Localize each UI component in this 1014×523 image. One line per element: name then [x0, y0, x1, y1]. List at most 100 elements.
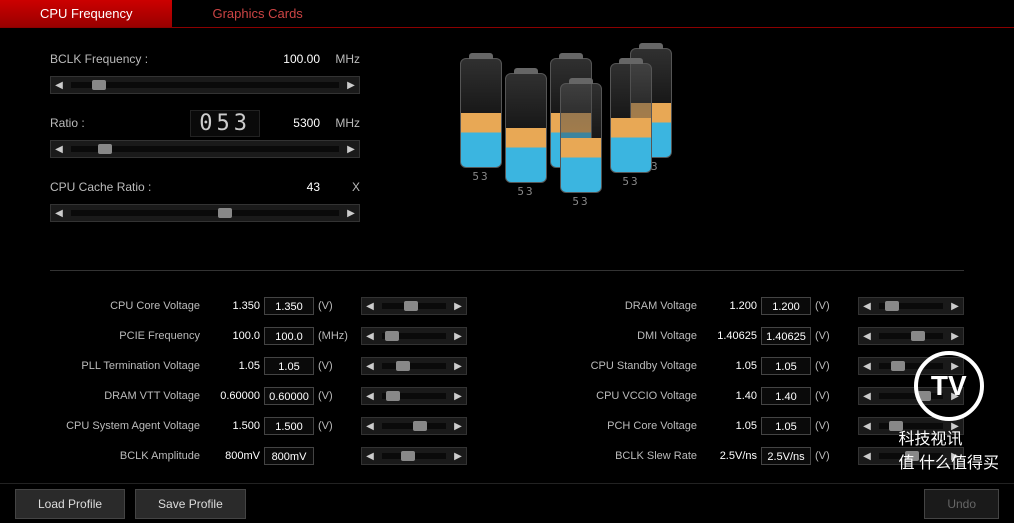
- voltage-value-input[interactable]: 1.05: [761, 357, 811, 375]
- footer-bar: Load Profile Save Profile Undo: [0, 483, 1014, 523]
- cpu-core-label: 53: [622, 175, 639, 188]
- arrow-left-icon[interactable]: ◀: [362, 418, 378, 434]
- arrow-left-icon[interactable]: ◀: [362, 358, 378, 374]
- voltage-value-current: 1.05: [707, 420, 757, 432]
- voltage-value-input[interactable]: 1.05: [761, 417, 811, 435]
- voltage-label: PCH Core Voltage: [547, 420, 707, 432]
- ratio-display: 053: [190, 110, 260, 137]
- arrow-left-icon[interactable]: ◀: [51, 205, 67, 221]
- voltage-slider[interactable]: ◀▶: [858, 387, 964, 405]
- tab-graphics-cards[interactable]: Graphics Cards: [172, 0, 342, 27]
- cpu-core-visual: 535353535353: [460, 48, 964, 228]
- arrow-left-icon[interactable]: ◀: [362, 448, 378, 464]
- arrow-right-icon[interactable]: ▶: [450, 298, 466, 314]
- arrow-right-icon[interactable]: ▶: [947, 328, 963, 344]
- arrow-right-icon[interactable]: ▶: [947, 448, 963, 464]
- arrow-right-icon[interactable]: ▶: [343, 141, 359, 157]
- voltage-row: DMI Voltage1.406251.40625(V)◀▶: [547, 321, 964, 351]
- arrow-right-icon[interactable]: ▶: [947, 358, 963, 374]
- arrow-left-icon[interactable]: ◀: [362, 328, 378, 344]
- arrow-right-icon[interactable]: ▶: [450, 418, 466, 434]
- voltage-value-current: 1.05: [707, 360, 757, 372]
- voltage-value-input[interactable]: 1.500: [264, 417, 314, 435]
- arrow-left-icon[interactable]: ◀: [859, 328, 875, 344]
- arrow-left-icon[interactable]: ◀: [859, 418, 875, 434]
- voltage-row: CPU VCCIO Voltage1.401.40(V)◀▶: [547, 381, 964, 411]
- ratio-slider[interactable]: ◀ ▶: [50, 140, 360, 158]
- arrow-right-icon[interactable]: ▶: [343, 77, 359, 93]
- arrow-left-icon[interactable]: ◀: [51, 141, 67, 157]
- arrow-left-icon[interactable]: ◀: [51, 77, 67, 93]
- load-profile-button[interactable]: Load Profile: [15, 489, 125, 519]
- voltage-value-input[interactable]: 100.0: [264, 327, 314, 345]
- voltage-slider[interactable]: ◀▶: [858, 417, 964, 435]
- cpu-core-indicator: 53: [610, 63, 652, 173]
- voltage-value-input[interactable]: 0.60000: [264, 387, 314, 405]
- voltage-label: DRAM VTT Voltage: [50, 390, 210, 402]
- voltage-value-input[interactable]: 1.40625: [761, 327, 811, 345]
- arrow-right-icon[interactable]: ▶: [947, 388, 963, 404]
- tab-cpu-frequency[interactable]: CPU Frequency: [0, 0, 172, 27]
- cpu-core-indicator: 53: [560, 83, 602, 193]
- bclk-slider[interactable]: ◀ ▶: [50, 76, 360, 94]
- voltage-value-input[interactable]: 1.350: [264, 297, 314, 315]
- voltage-value-current: 1.05: [210, 360, 260, 372]
- voltage-value-input[interactable]: 2.5V/ns: [761, 447, 811, 465]
- voltage-row: DRAM Voltage1.2001.200(V)◀▶: [547, 291, 964, 321]
- voltage-value-input[interactable]: 1.200: [761, 297, 811, 315]
- arrow-left-icon[interactable]: ◀: [362, 298, 378, 314]
- arrow-right-icon[interactable]: ▶: [343, 205, 359, 221]
- ratio-group: Ratio : 053 5300 MHz ◀ ▶: [50, 112, 360, 158]
- voltage-value-input[interactable]: 1.40: [761, 387, 811, 405]
- voltage-slider[interactable]: ◀▶: [858, 447, 964, 465]
- arrow-right-icon[interactable]: ▶: [947, 298, 963, 314]
- voltage-slider[interactable]: ◀▶: [858, 297, 964, 315]
- arrow-left-icon[interactable]: ◀: [362, 388, 378, 404]
- voltage-slider[interactable]: ◀▶: [361, 357, 467, 375]
- arrow-right-icon[interactable]: ▶: [947, 418, 963, 434]
- voltage-value-current: 0.60000: [210, 390, 260, 402]
- voltage-row: PCIE Frequency100.0100.0(MHz)◀▶: [50, 321, 467, 351]
- voltage-slider[interactable]: ◀▶: [361, 327, 467, 345]
- voltage-slider[interactable]: ◀▶: [858, 357, 964, 375]
- voltage-label: BCLK Slew Rate: [547, 450, 707, 462]
- arrow-right-icon[interactable]: ▶: [450, 388, 466, 404]
- voltage-value-current: 2.5V/ns: [707, 450, 757, 462]
- cache-slider[interactable]: ◀ ▶: [50, 204, 360, 222]
- voltage-unit: (MHz): [318, 330, 353, 342]
- undo-button[interactable]: Undo: [924, 489, 999, 519]
- voltage-value-current: 1.40625: [707, 330, 757, 342]
- bclk-unit: MHz: [320, 52, 360, 66]
- arrow-right-icon[interactable]: ▶: [450, 448, 466, 464]
- arrow-left-icon[interactable]: ◀: [859, 298, 875, 314]
- arrow-left-icon[interactable]: ◀: [859, 388, 875, 404]
- arrow-left-icon[interactable]: ◀: [859, 448, 875, 464]
- voltage-label: CPU VCCIO Voltage: [547, 390, 707, 402]
- arrow-right-icon[interactable]: ▶: [450, 328, 466, 344]
- voltage-value-current: 800mV: [210, 450, 260, 462]
- voltage-unit: (V): [318, 360, 353, 372]
- voltage-row: BCLK Amplitude800mV800mV◀▶: [50, 441, 467, 471]
- voltage-slider[interactable]: ◀▶: [361, 297, 467, 315]
- voltage-unit: (V): [318, 300, 353, 312]
- voltage-unit: (V): [815, 300, 850, 312]
- voltage-slider[interactable]: ◀▶: [858, 327, 964, 345]
- cache-value: 43: [260, 180, 320, 194]
- voltage-value-input[interactable]: 800mV: [264, 447, 314, 465]
- voltage-slider[interactable]: ◀▶: [361, 417, 467, 435]
- arrow-right-icon[interactable]: ▶: [450, 358, 466, 374]
- bclk-label: BCLK Frequency :: [50, 52, 260, 66]
- voltage-unit: (V): [318, 390, 353, 402]
- divider: [50, 270, 964, 271]
- ratio-unit: MHz: [320, 116, 360, 130]
- voltage-slider[interactable]: ◀▶: [361, 447, 467, 465]
- voltage-value-current: 1.40: [707, 390, 757, 402]
- bclk-value: 100.00: [260, 52, 320, 66]
- ratio-label: Ratio :: [50, 116, 182, 130]
- voltage-value-current: 1.350: [210, 300, 260, 312]
- voltage-value-input[interactable]: 1.05: [264, 357, 314, 375]
- voltage-label: DRAM Voltage: [547, 300, 707, 312]
- arrow-left-icon[interactable]: ◀: [859, 358, 875, 374]
- save-profile-button[interactable]: Save Profile: [135, 489, 246, 519]
- voltage-slider[interactable]: ◀▶: [361, 387, 467, 405]
